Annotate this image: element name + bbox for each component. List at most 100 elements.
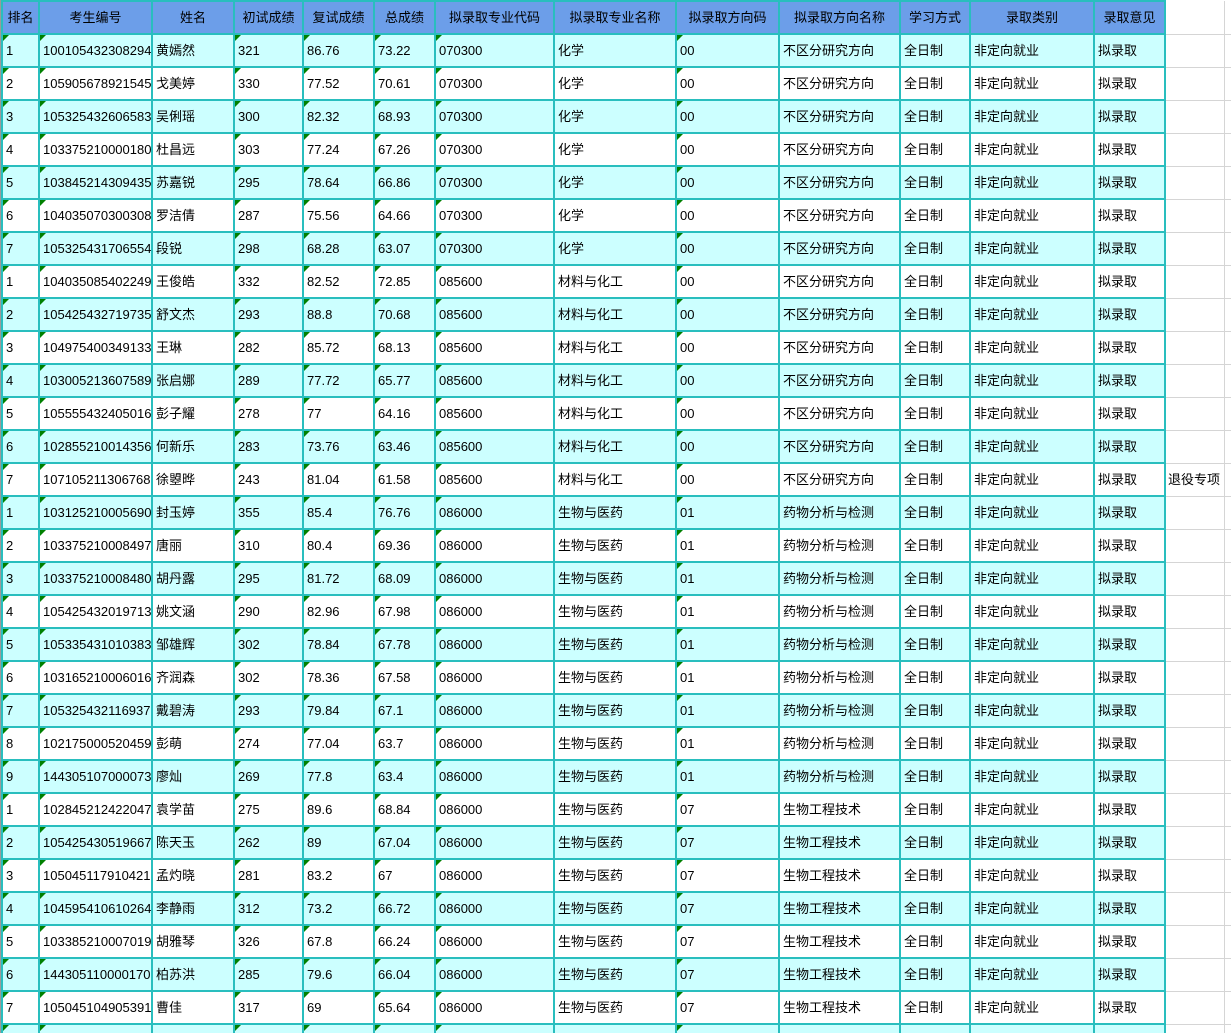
cell-major-name[interactable]: 生物与医药 bbox=[553, 693, 677, 728]
cell-major-name[interactable]: 生物与医药 bbox=[553, 858, 677, 893]
cell-candidate-id[interactable]: 104975400349133 bbox=[38, 330, 153, 365]
cell-major-code[interactable]: 070300 bbox=[434, 132, 555, 167]
cell-major-code[interactable]: 086000 bbox=[434, 627, 555, 662]
cell-major-code[interactable]: 086000 bbox=[434, 726, 555, 761]
cell-rank[interactable]: 3 bbox=[1, 858, 40, 893]
header-admit-category[interactable]: 录取类别 bbox=[969, 0, 1095, 35]
cell-major-name[interactable]: 材料与化工 bbox=[553, 264, 677, 299]
cell-admit-opinion[interactable]: 拟录取 bbox=[1093, 198, 1166, 233]
cell-initial-score[interactable]: 302 bbox=[233, 660, 304, 695]
cell-direction-code[interactable]: 00 bbox=[675, 33, 780, 68]
header-admit-opinion[interactable]: 录取意见 bbox=[1093, 0, 1166, 35]
cell-retest-score[interactable]: 78.64 bbox=[302, 165, 375, 200]
cell-admit-category[interactable]: 非定向就业 bbox=[969, 627, 1095, 662]
cell-rank[interactable]: 4 bbox=[1, 132, 40, 167]
cell-retest-score[interactable]: 69 bbox=[302, 990, 375, 1025]
cell-name[interactable]: 彭子耀 bbox=[151, 396, 235, 431]
cell-major-name[interactable]: 生物与医药 bbox=[553, 990, 677, 1025]
cell-direction-code[interactable]: 01 bbox=[675, 627, 780, 662]
cell-admit-category[interactable]: 非定向就业 bbox=[969, 33, 1095, 68]
header-retest-score[interactable]: 复试成绩 bbox=[302, 0, 375, 35]
cell-direction-name[interactable]: 药物分析与检测 bbox=[778, 561, 901, 596]
cell-note[interactable]: 退役专项 bbox=[1165, 463, 1225, 497]
cell-admit-opinion[interactable]: 拟录取 bbox=[1093, 396, 1166, 431]
cell-admit-category[interactable]: 非定向就业 bbox=[969, 66, 1095, 101]
header-name[interactable]: 姓名 bbox=[151, 0, 235, 35]
cell-note[interactable] bbox=[1165, 430, 1225, 464]
cell-admit-category[interactable]: 非定向就业 bbox=[969, 297, 1095, 332]
cell-major-name[interactable]: 化学 bbox=[553, 66, 677, 101]
cell-study-mode[interactable]: 全日制 bbox=[899, 66, 971, 101]
cell-candidate-id[interactable]: 105555432405016 bbox=[38, 396, 153, 431]
cell-major-name[interactable]: 生物与医药 bbox=[553, 924, 677, 959]
cell-major-code[interactable]: 085600 bbox=[434, 363, 555, 398]
cell-major-code[interactable]: 070300 bbox=[434, 198, 555, 233]
header-rank[interactable]: 排名 bbox=[1, 0, 40, 35]
cell-candidate-id[interactable]: 107105211306768 bbox=[38, 462, 153, 497]
header-initial-score[interactable]: 初试成绩 bbox=[233, 0, 304, 35]
cell-rank[interactable]: 7 bbox=[1, 231, 40, 266]
cell-direction-name[interactable]: 不区分研究方向 bbox=[778, 297, 901, 332]
cell-major-code[interactable]: 086000 bbox=[434, 660, 555, 695]
cell-admit-opinion[interactable]: 拟录取 bbox=[1093, 891, 1166, 926]
cell-initial-score[interactable]: 317 bbox=[233, 990, 304, 1025]
cell-total-score[interactable]: 67.78 bbox=[373, 627, 436, 662]
cell-admit-category[interactable]: 非定向就业 bbox=[969, 924, 1095, 959]
cell-note[interactable] bbox=[1165, 991, 1225, 1025]
cell-initial-score[interactable]: 282 bbox=[233, 330, 304, 365]
cell-admit-opinion[interactable]: 拟录取 bbox=[1093, 792, 1166, 827]
cell-study-mode[interactable] bbox=[899, 1023, 971, 1033]
cell-rank[interactable]: 6 bbox=[1, 957, 40, 992]
cell-major-name[interactable]: 生物与医药 bbox=[553, 792, 677, 827]
cell-direction-name[interactable]: 不区分研究方向 bbox=[778, 363, 901, 398]
cell-major-code[interactable]: 085600 bbox=[434, 297, 555, 332]
cell-total-score[interactable]: 64.16 bbox=[373, 396, 436, 431]
cell-direction-code[interactable]: 00 bbox=[675, 198, 780, 233]
cell-total-score[interactable]: 63.46 bbox=[373, 429, 436, 464]
cell-name[interactable]: 段锐 bbox=[151, 231, 235, 266]
cell-note[interactable] bbox=[1165, 166, 1225, 200]
header-total-score[interactable]: 总成绩 bbox=[373, 0, 436, 35]
cell-direction-name[interactable]: 药物分析与检测 bbox=[778, 528, 901, 563]
cell-rank[interactable]: 1 bbox=[1, 792, 40, 827]
cell-major-code[interactable]: 085600 bbox=[434, 462, 555, 497]
cell-initial-score[interactable]: 285 bbox=[233, 957, 304, 992]
cell-rank[interactable]: 7 bbox=[1, 990, 40, 1025]
cell-retest-score[interactable]: 85.72 bbox=[302, 330, 375, 365]
cell-study-mode[interactable]: 全日制 bbox=[899, 363, 971, 398]
cell-study-mode[interactable]: 全日制 bbox=[899, 99, 971, 134]
cell-total-score[interactable]: 65.64 bbox=[373, 990, 436, 1025]
cell-candidate-id[interactable]: 105425432719735 bbox=[38, 297, 153, 332]
cell-direction-name[interactable]: 药物分析与检测 bbox=[778, 627, 901, 662]
cell-direction-code[interactable]: 00 bbox=[675, 330, 780, 365]
cell-candidate-id[interactable]: 105905678921545 bbox=[38, 66, 153, 101]
cell-initial-score[interactable]: 326 bbox=[233, 924, 304, 959]
cell-admit-opinion[interactable]: 拟录取 bbox=[1093, 462, 1166, 497]
cell-name[interactable]: 孟灼晓 bbox=[151, 858, 235, 893]
cell-admit-category[interactable]: 非定向就业 bbox=[969, 330, 1095, 365]
cell-admit-opinion[interactable]: 拟录取 bbox=[1093, 726, 1166, 761]
cell-direction-name[interactable]: 药物分析与检测 bbox=[778, 726, 901, 761]
cell-candidate-id[interactable]: 102845212422047 bbox=[38, 792, 153, 827]
header-major-code[interactable]: 拟录取专业代码 bbox=[434, 0, 555, 35]
cell-candidate-id[interactable]: 103375210000180 bbox=[38, 132, 153, 167]
cell-major-code[interactable] bbox=[434, 1023, 555, 1033]
cell-name[interactable]: 邹雄辉 bbox=[151, 627, 235, 662]
cell-rank[interactable]: 2 bbox=[1, 66, 40, 101]
cell-rank[interactable]: 6 bbox=[1, 198, 40, 233]
cell-admit-category[interactable]: 非定向就业 bbox=[969, 594, 1095, 629]
cell-retest-score[interactable]: 86.76 bbox=[302, 33, 375, 68]
cell-major-code[interactable]: 070300 bbox=[434, 99, 555, 134]
cell-name[interactable]: 封玉婷 bbox=[151, 495, 235, 530]
cell-direction-code[interactable]: 01 bbox=[675, 693, 780, 728]
cell-initial-score[interactable]: 283 bbox=[233, 429, 304, 464]
cell-direction-name[interactable] bbox=[778, 1023, 901, 1033]
cell-study-mode[interactable]: 全日制 bbox=[899, 264, 971, 299]
cell-retest-score[interactable]: 82.52 bbox=[302, 264, 375, 299]
cell-candidate-id[interactable]: 104595410610264 bbox=[38, 891, 153, 926]
cell-rank[interactable]: 4 bbox=[1, 594, 40, 629]
cell-retest-score[interactable]: 79.6 bbox=[302, 957, 375, 992]
cell-total-score[interactable]: 69.36 bbox=[373, 528, 436, 563]
cell-rank[interactable]: 6 bbox=[1, 660, 40, 695]
cell-admit-opinion[interactable]: 拟录取 bbox=[1093, 33, 1166, 68]
